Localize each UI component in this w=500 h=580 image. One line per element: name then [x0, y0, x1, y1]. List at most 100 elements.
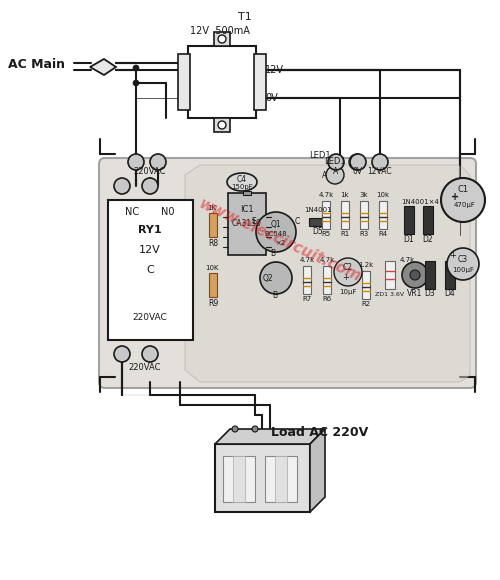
Circle shape [447, 248, 479, 280]
Text: 220VAC: 220VAC [132, 314, 168, 322]
Text: 470µF: 470µF [454, 202, 476, 208]
Text: D4: D4 [444, 289, 456, 299]
Text: A: A [322, 172, 328, 180]
Text: 1N4001: 1N4001 [304, 207, 332, 213]
Text: NC: NC [125, 207, 139, 217]
Polygon shape [185, 165, 470, 382]
Circle shape [218, 35, 226, 43]
Text: 220VAC: 220VAC [129, 364, 161, 372]
Text: 0V: 0V [353, 168, 363, 176]
Bar [228, 193, 266, 255]
Bar [223, 456, 255, 502]
Text: 12V: 12V [139, 245, 161, 255]
Text: C4: C4 [237, 176, 247, 184]
Text: E: E [252, 218, 256, 227]
Text: C1: C1 [458, 186, 468, 194]
Circle shape [410, 270, 420, 280]
Bar [265, 456, 297, 502]
Text: C2: C2 [343, 263, 353, 273]
Text: 4.7k: 4.7k [400, 257, 414, 263]
Circle shape [334, 258, 362, 286]
Text: D2: D2 [422, 234, 434, 244]
Text: 4.7k: 4.7k [300, 257, 314, 263]
Text: VR1: VR1 [408, 288, 422, 298]
Bar [275, 456, 287, 502]
Text: D1: D1 [404, 234, 414, 244]
FancyBboxPatch shape [99, 158, 476, 388]
Text: RY1: RY1 [138, 225, 162, 235]
Text: BC548: BC548 [264, 231, 287, 237]
Text: T1: T1 [238, 12, 252, 22]
Bar [341, 201, 349, 229]
Text: B: B [270, 248, 276, 258]
Text: 10K: 10K [206, 265, 219, 271]
Circle shape [349, 154, 365, 170]
Text: C: C [146, 265, 154, 275]
Text: 100µF: 100µF [452, 267, 474, 273]
Circle shape [218, 121, 226, 129]
Polygon shape [310, 429, 325, 512]
Text: 220VAC: 220VAC [134, 168, 166, 176]
Text: CA3130: CA3130 [232, 219, 262, 227]
Text: www.eleccircuit.com: www.eleccircuit.com [196, 195, 364, 284]
Circle shape [256, 212, 296, 252]
Bar [188, 46, 256, 118]
Bar [423, 206, 433, 234]
Text: 0V: 0V [265, 93, 278, 103]
Bar [178, 54, 190, 110]
Text: 10µF: 10µF [339, 289, 357, 295]
Bar [108, 200, 193, 340]
Bar [303, 266, 311, 294]
Circle shape [402, 262, 428, 288]
Bar [233, 456, 245, 502]
Circle shape [232, 426, 238, 432]
Text: ZD1 3.6V: ZD1 3.6V [376, 292, 404, 298]
Text: 1N4001×4: 1N4001×4 [401, 199, 439, 205]
Text: Q2: Q2 [262, 274, 274, 282]
Bar [362, 271, 370, 299]
Bar [385, 261, 395, 289]
Text: R6: R6 [322, 296, 332, 302]
Circle shape [441, 178, 485, 222]
Text: R8: R8 [208, 238, 218, 248]
Text: 4.7k: 4.7k [318, 192, 334, 198]
Text: C: C [294, 218, 300, 227]
Text: 1.2k: 1.2k [358, 262, 374, 268]
Text: C3: C3 [458, 255, 468, 263]
Text: A: A [334, 168, 338, 176]
Circle shape [350, 154, 366, 170]
Polygon shape [215, 429, 325, 444]
Bar [215, 444, 310, 512]
Text: IC1: IC1 [240, 205, 254, 213]
Text: R2: R2 [362, 301, 370, 307]
Circle shape [260, 262, 292, 294]
Bar [322, 201, 330, 229]
Text: 12V  500mA: 12V 500mA [190, 26, 250, 36]
Text: D5: D5 [312, 227, 324, 237]
Text: +: + [450, 252, 456, 260]
Circle shape [252, 426, 258, 432]
Text: R9: R9 [208, 299, 218, 307]
Text: LED1: LED1 [309, 150, 331, 160]
Text: R3: R3 [360, 231, 368, 237]
Bar [214, 32, 230, 46]
Text: Load AC 220V: Load AC 220V [272, 426, 368, 438]
Bar [323, 266, 331, 294]
Bar [254, 54, 266, 110]
Text: N0: N0 [161, 207, 175, 217]
Bar [360, 201, 368, 229]
Text: R4: R4 [378, 231, 388, 237]
Polygon shape [90, 59, 116, 75]
Text: +: + [342, 273, 349, 281]
Text: 1K: 1K [208, 205, 216, 211]
Text: ×2: ×2 [275, 240, 285, 246]
Circle shape [142, 346, 158, 362]
Text: Q1: Q1 [270, 219, 281, 229]
Text: LED1: LED1 [324, 157, 346, 165]
Text: B: B [272, 292, 278, 300]
Bar [425, 261, 435, 289]
Circle shape [142, 178, 158, 194]
Bar [209, 213, 217, 237]
Circle shape [114, 346, 130, 362]
Text: 10k: 10k [376, 192, 390, 198]
